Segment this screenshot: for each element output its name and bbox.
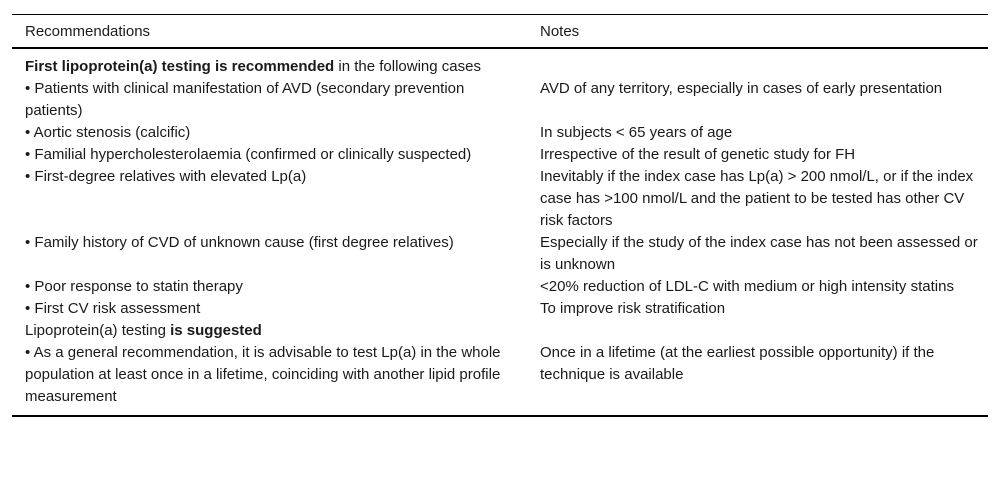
- recommendation-cell: • Family history of CVD of unknown cause…: [25, 234, 454, 251]
- note-cell: Especially if the study of the index cas…: [540, 234, 978, 273]
- note-cell: Once in a lifetime (at the earliest poss…: [540, 344, 935, 383]
- note-cell: <20% reduction of LDL-C with medium or h…: [540, 278, 954, 295]
- note-cell: Irrespective of the result of genetic st…: [540, 146, 856, 163]
- table-row: • First CV risk assessment To improve ri…: [12, 298, 988, 320]
- header-row: Recommendations Notes: [12, 14, 988, 49]
- note-cell: In subjects < 65 years of age: [540, 124, 733, 141]
- recommendation-cell: Lipoprotein(a) testing is suggested: [12, 320, 527, 342]
- recommendation-cell: • First CV risk assessment: [25, 300, 201, 317]
- recommendation-cell: • Familial hypercholesterolaemia (confir…: [25, 146, 472, 163]
- note-cell: Inevitably if the index case has Lp(a) >…: [540, 168, 974, 229]
- recommendation-cell: • Aortic stenosis (calcific): [25, 124, 191, 141]
- table-row: Lipoprotein(a) testing is suggested: [12, 320, 988, 342]
- table-row: • Familial hypercholesterolaemia (confir…: [12, 144, 988, 166]
- table-row: • First-degree relatives with elevated L…: [12, 166, 988, 232]
- recommendation-cell: First lipoprotein(a) testing is recommen…: [12, 48, 527, 78]
- recommendation-cell: • Patients with clinical manifestation o…: [25, 80, 465, 119]
- recommendation-text-bold: is suggested: [170, 322, 262, 339]
- recommendation-text: in the following cases: [334, 58, 481, 75]
- table-row: • Family history of CVD of unknown cause…: [12, 232, 988, 276]
- recommendation-cell: • First-degree relatives with elevated L…: [25, 168, 307, 185]
- recommendation-text: Lipoprotein(a) testing: [25, 322, 171, 339]
- recommendation-cell: • As a general recommendation, it is adv…: [25, 344, 501, 405]
- recommendation-text-bold: First lipoprotein(a) testing is recommen…: [25, 58, 335, 75]
- table-row: First lipoprotein(a) testing is recommen…: [12, 48, 988, 78]
- note-cell: [527, 320, 988, 342]
- note-cell: AVD of any territory, especially in case…: [540, 80, 943, 97]
- recommendation-cell: • Poor response to statin therapy: [25, 278, 243, 295]
- recommendations-table: Recommendations Notes First lipoprotein(…: [12, 14, 988, 417]
- table-row: • Patients with clinical manifestation o…: [12, 78, 988, 122]
- table-row: • As a general recommendation, it is adv…: [12, 342, 988, 416]
- column-header-notes: Notes: [527, 14, 988, 49]
- note-cell: [527, 48, 988, 78]
- note-cell: To improve risk stratification: [540, 300, 726, 317]
- table-row: • Poor response to statin therapy <20% r…: [12, 276, 988, 298]
- table-row: • Aortic stenosis (calcific) In subjects…: [12, 122, 988, 144]
- column-header-recommendations: Recommendations: [12, 14, 527, 49]
